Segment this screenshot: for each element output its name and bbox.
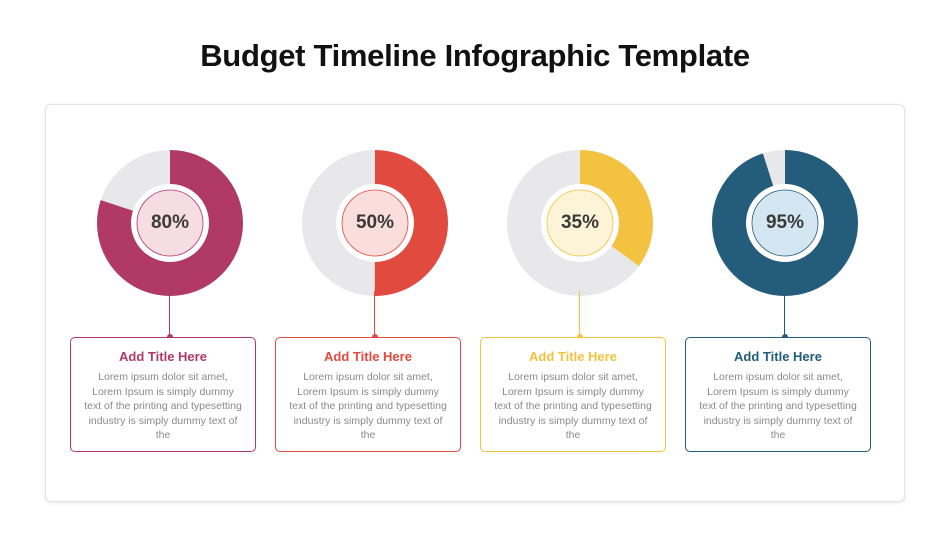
percent-label: 50%: [355, 212, 395, 233]
timeline-item: 80% Add Title Here Lorem ipsum dolor sit…: [70, 105, 270, 501]
connector-line: [784, 291, 785, 337]
ring-progress-arc: [712, 150, 858, 296]
ring-inner-circle: [136, 189, 204, 257]
connector-line: [579, 291, 580, 337]
ring-inner-circle: [546, 189, 614, 257]
ring-progress-arc: [302, 150, 448, 296]
card-body: Lorem ipsum dolor sit amet, Lorem Ipsum …: [699, 371, 857, 441]
percent-label: 95%: [765, 212, 805, 233]
card-body: Lorem ipsum dolor sit amet, Lorem Ipsum …: [494, 371, 652, 441]
infographic-panel: 80% Add Title Here Lorem ipsum dolor sit…: [45, 104, 905, 502]
timeline-item: 35% Add Title Here Lorem ipsum dolor sit…: [480, 105, 680, 501]
ring-progress-arc: [97, 150, 243, 296]
ring-progress-arc: [507, 150, 653, 296]
ring-inner-circle: [341, 189, 409, 257]
progress-ring: [507, 150, 653, 296]
info-card: Add Title Here Lorem ipsum dolor sit ame…: [275, 337, 461, 452]
ring-inner-circle: [751, 189, 819, 257]
card-title: Add Title Here: [324, 349, 412, 364]
timeline-item: 95% Add Title Here Lorem ipsum dolor sit…: [685, 105, 885, 501]
info-card: Add Title Here Lorem ipsum dolor sit ame…: [685, 337, 871, 452]
card-body: Lorem ipsum dolor sit amet, Lorem Ipsum …: [84, 371, 242, 441]
progress-ring: [302, 150, 448, 296]
info-card: Add Title Here Lorem ipsum dolor sit ame…: [480, 337, 666, 452]
timeline-item: 50% Add Title Here Lorem ipsum dolor sit…: [275, 105, 475, 501]
connector-line: [169, 291, 170, 337]
page-title: Budget Timeline Infographic Template: [200, 38, 750, 73]
card-title: Add Title Here: [734, 349, 822, 364]
card-title: Add Title Here: [119, 349, 207, 364]
info-card: Add Title Here Lorem ipsum dolor sit ame…: [70, 337, 256, 452]
progress-ring: [97, 150, 243, 296]
card-body: Lorem ipsum dolor sit amet, Lorem Ipsum …: [289, 371, 447, 441]
progress-ring: [712, 150, 858, 296]
connector-line: [374, 291, 375, 337]
card-title: Add Title Here: [529, 349, 617, 364]
percent-label: 80%: [150, 212, 190, 233]
percent-label: 35%: [560, 212, 600, 233]
